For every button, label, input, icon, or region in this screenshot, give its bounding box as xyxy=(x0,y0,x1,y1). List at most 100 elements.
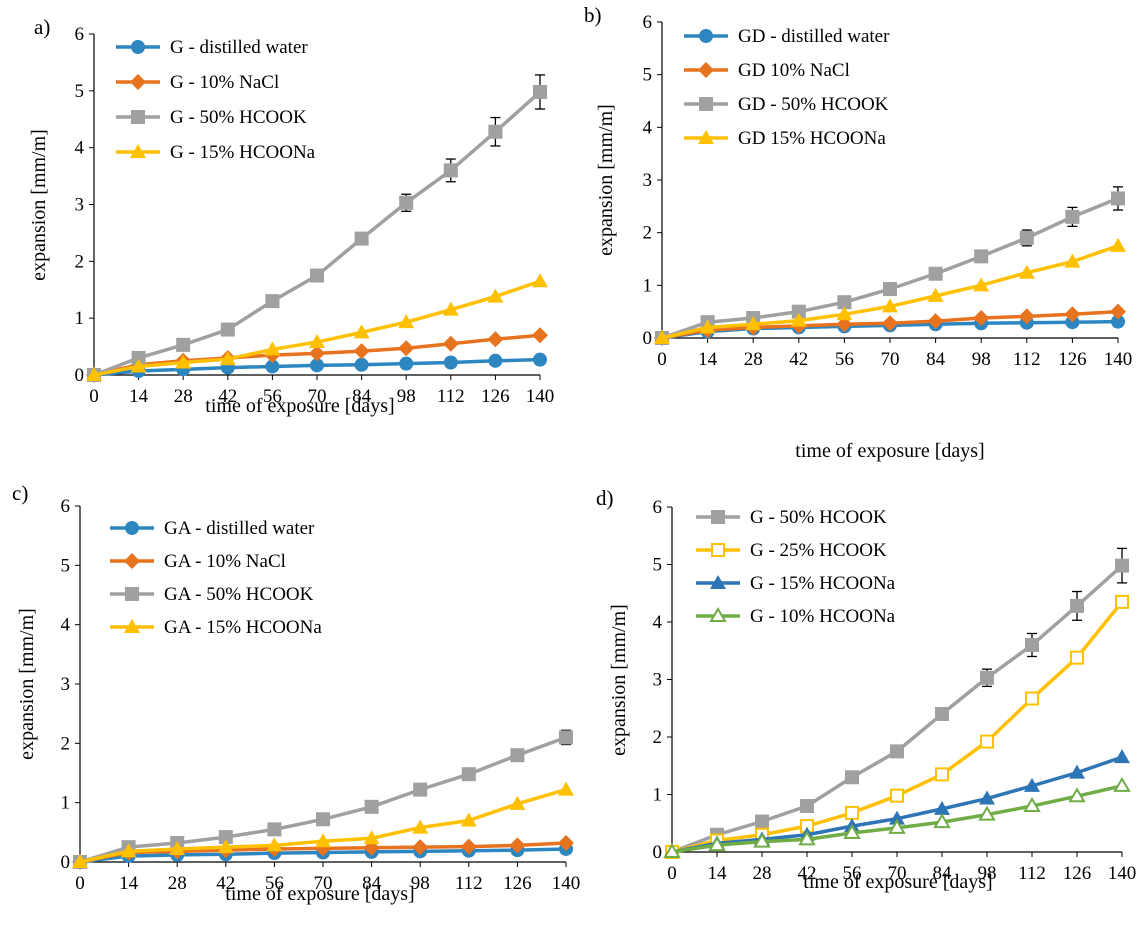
panel-label: a) xyxy=(34,15,50,39)
x-tick-label: 14 xyxy=(119,873,139,894)
x-tick-label: 70 xyxy=(888,863,907,884)
series-line xyxy=(671,564,1124,854)
data-point xyxy=(882,298,898,313)
data-point xyxy=(558,835,574,852)
x-tick-label: 28 xyxy=(753,863,772,884)
legend-label: G - 10% NaCl xyxy=(170,72,279,93)
data-point xyxy=(979,790,995,805)
data-point xyxy=(309,334,325,349)
data-point xyxy=(1069,764,1085,779)
data-point xyxy=(1070,650,1084,665)
legend-entry: GA - 10% NaCl xyxy=(110,551,286,572)
y-tick-label: 1 xyxy=(643,275,653,296)
data-point xyxy=(487,288,504,303)
data-point xyxy=(973,309,990,326)
legend-label: GA - 10% NaCl xyxy=(164,551,286,572)
x-tick-label: 98 xyxy=(397,386,416,407)
data-point xyxy=(488,353,503,368)
y-tick-label: 1 xyxy=(75,308,85,329)
legend-entry: G - distilled water xyxy=(116,37,308,58)
y-axis-label: expansion [mm/m] xyxy=(16,608,38,760)
data-point xyxy=(708,836,726,852)
data-point xyxy=(663,843,681,858)
x-tick-label: 140 xyxy=(1108,863,1137,884)
x-tick-label: 112 xyxy=(1013,349,1041,370)
data-point xyxy=(980,670,994,685)
data-point xyxy=(442,301,459,316)
data-point xyxy=(1070,598,1084,613)
data-point xyxy=(266,837,283,852)
data-point xyxy=(699,319,716,334)
data-point xyxy=(1115,594,1129,609)
data-point xyxy=(927,287,944,302)
data-point xyxy=(532,327,548,344)
data-point xyxy=(800,799,814,813)
data-point xyxy=(399,195,414,210)
data-point xyxy=(218,830,233,845)
legend-label: G - 50% HCOOK xyxy=(750,507,887,528)
data-point xyxy=(889,810,905,825)
panel-label: c) xyxy=(12,481,28,505)
x-tick-label: 42 xyxy=(216,873,235,894)
legend-label: GD - 50% HCOOK xyxy=(738,94,889,115)
data-point xyxy=(1115,558,1129,573)
x-axis-label: time of exposure [days] xyxy=(803,871,992,893)
legend-marker xyxy=(699,97,713,111)
y-tick-label: 0 xyxy=(653,842,663,863)
legend-marker xyxy=(131,40,145,54)
x-tick-label: 42 xyxy=(218,386,237,407)
y-tick-label: 6 xyxy=(75,24,85,45)
data-point xyxy=(220,322,235,337)
y-tick-label: 5 xyxy=(653,555,663,576)
data-point xyxy=(532,273,548,288)
y-tick-label: 4 xyxy=(653,612,663,633)
y-tick-label: 2 xyxy=(653,727,663,748)
data-point xyxy=(559,730,573,745)
y-tick-label: 4 xyxy=(643,117,653,138)
data-point xyxy=(790,312,807,327)
x-tick-label: 98 xyxy=(978,863,997,884)
y-tick-label: 3 xyxy=(61,674,71,695)
y-axis-label: expansion [mm/m] xyxy=(595,104,617,256)
legend-marker xyxy=(125,587,139,601)
data-point xyxy=(533,84,547,99)
data-point xyxy=(442,335,459,352)
series-2 xyxy=(664,749,1130,858)
legend-label: GD 10% NaCl xyxy=(738,60,850,81)
x-tick-label: 56 xyxy=(265,873,284,894)
data-point xyxy=(310,268,324,283)
y-tick-label: 0 xyxy=(643,328,653,349)
data-point xyxy=(398,314,415,329)
data-point xyxy=(745,316,762,331)
x-tick-label: 84 xyxy=(362,873,382,894)
legend-marker xyxy=(698,130,714,144)
series-2 xyxy=(87,74,547,382)
data-point xyxy=(890,744,904,759)
data-point xyxy=(509,795,526,810)
data-point xyxy=(1065,209,1080,224)
data-point xyxy=(845,770,859,785)
data-point xyxy=(461,767,476,782)
data-point xyxy=(836,316,853,333)
legend-label: G - 15% HCOONa xyxy=(170,142,316,163)
x-tick-label: 140 xyxy=(552,873,581,894)
x-tick-label: 56 xyxy=(843,863,862,884)
data-point xyxy=(176,337,191,352)
data-point xyxy=(753,832,771,848)
series-3 xyxy=(72,781,574,868)
x-tick-label: 28 xyxy=(168,873,187,894)
y-tick-label: 6 xyxy=(643,12,653,33)
x-tick-label: 84 xyxy=(926,349,946,370)
legend-entry: G - 25% HCOOK xyxy=(696,540,887,561)
data-point xyxy=(460,838,477,855)
x-tick-label: 70 xyxy=(308,386,327,407)
data-point xyxy=(219,351,236,366)
x-tick-label: 140 xyxy=(1104,349,1133,370)
x-tick-label: 70 xyxy=(881,349,900,370)
x-tick-label: 112 xyxy=(455,873,483,894)
panel-label: b) xyxy=(584,3,602,27)
y-tick-label: 3 xyxy=(643,170,653,191)
